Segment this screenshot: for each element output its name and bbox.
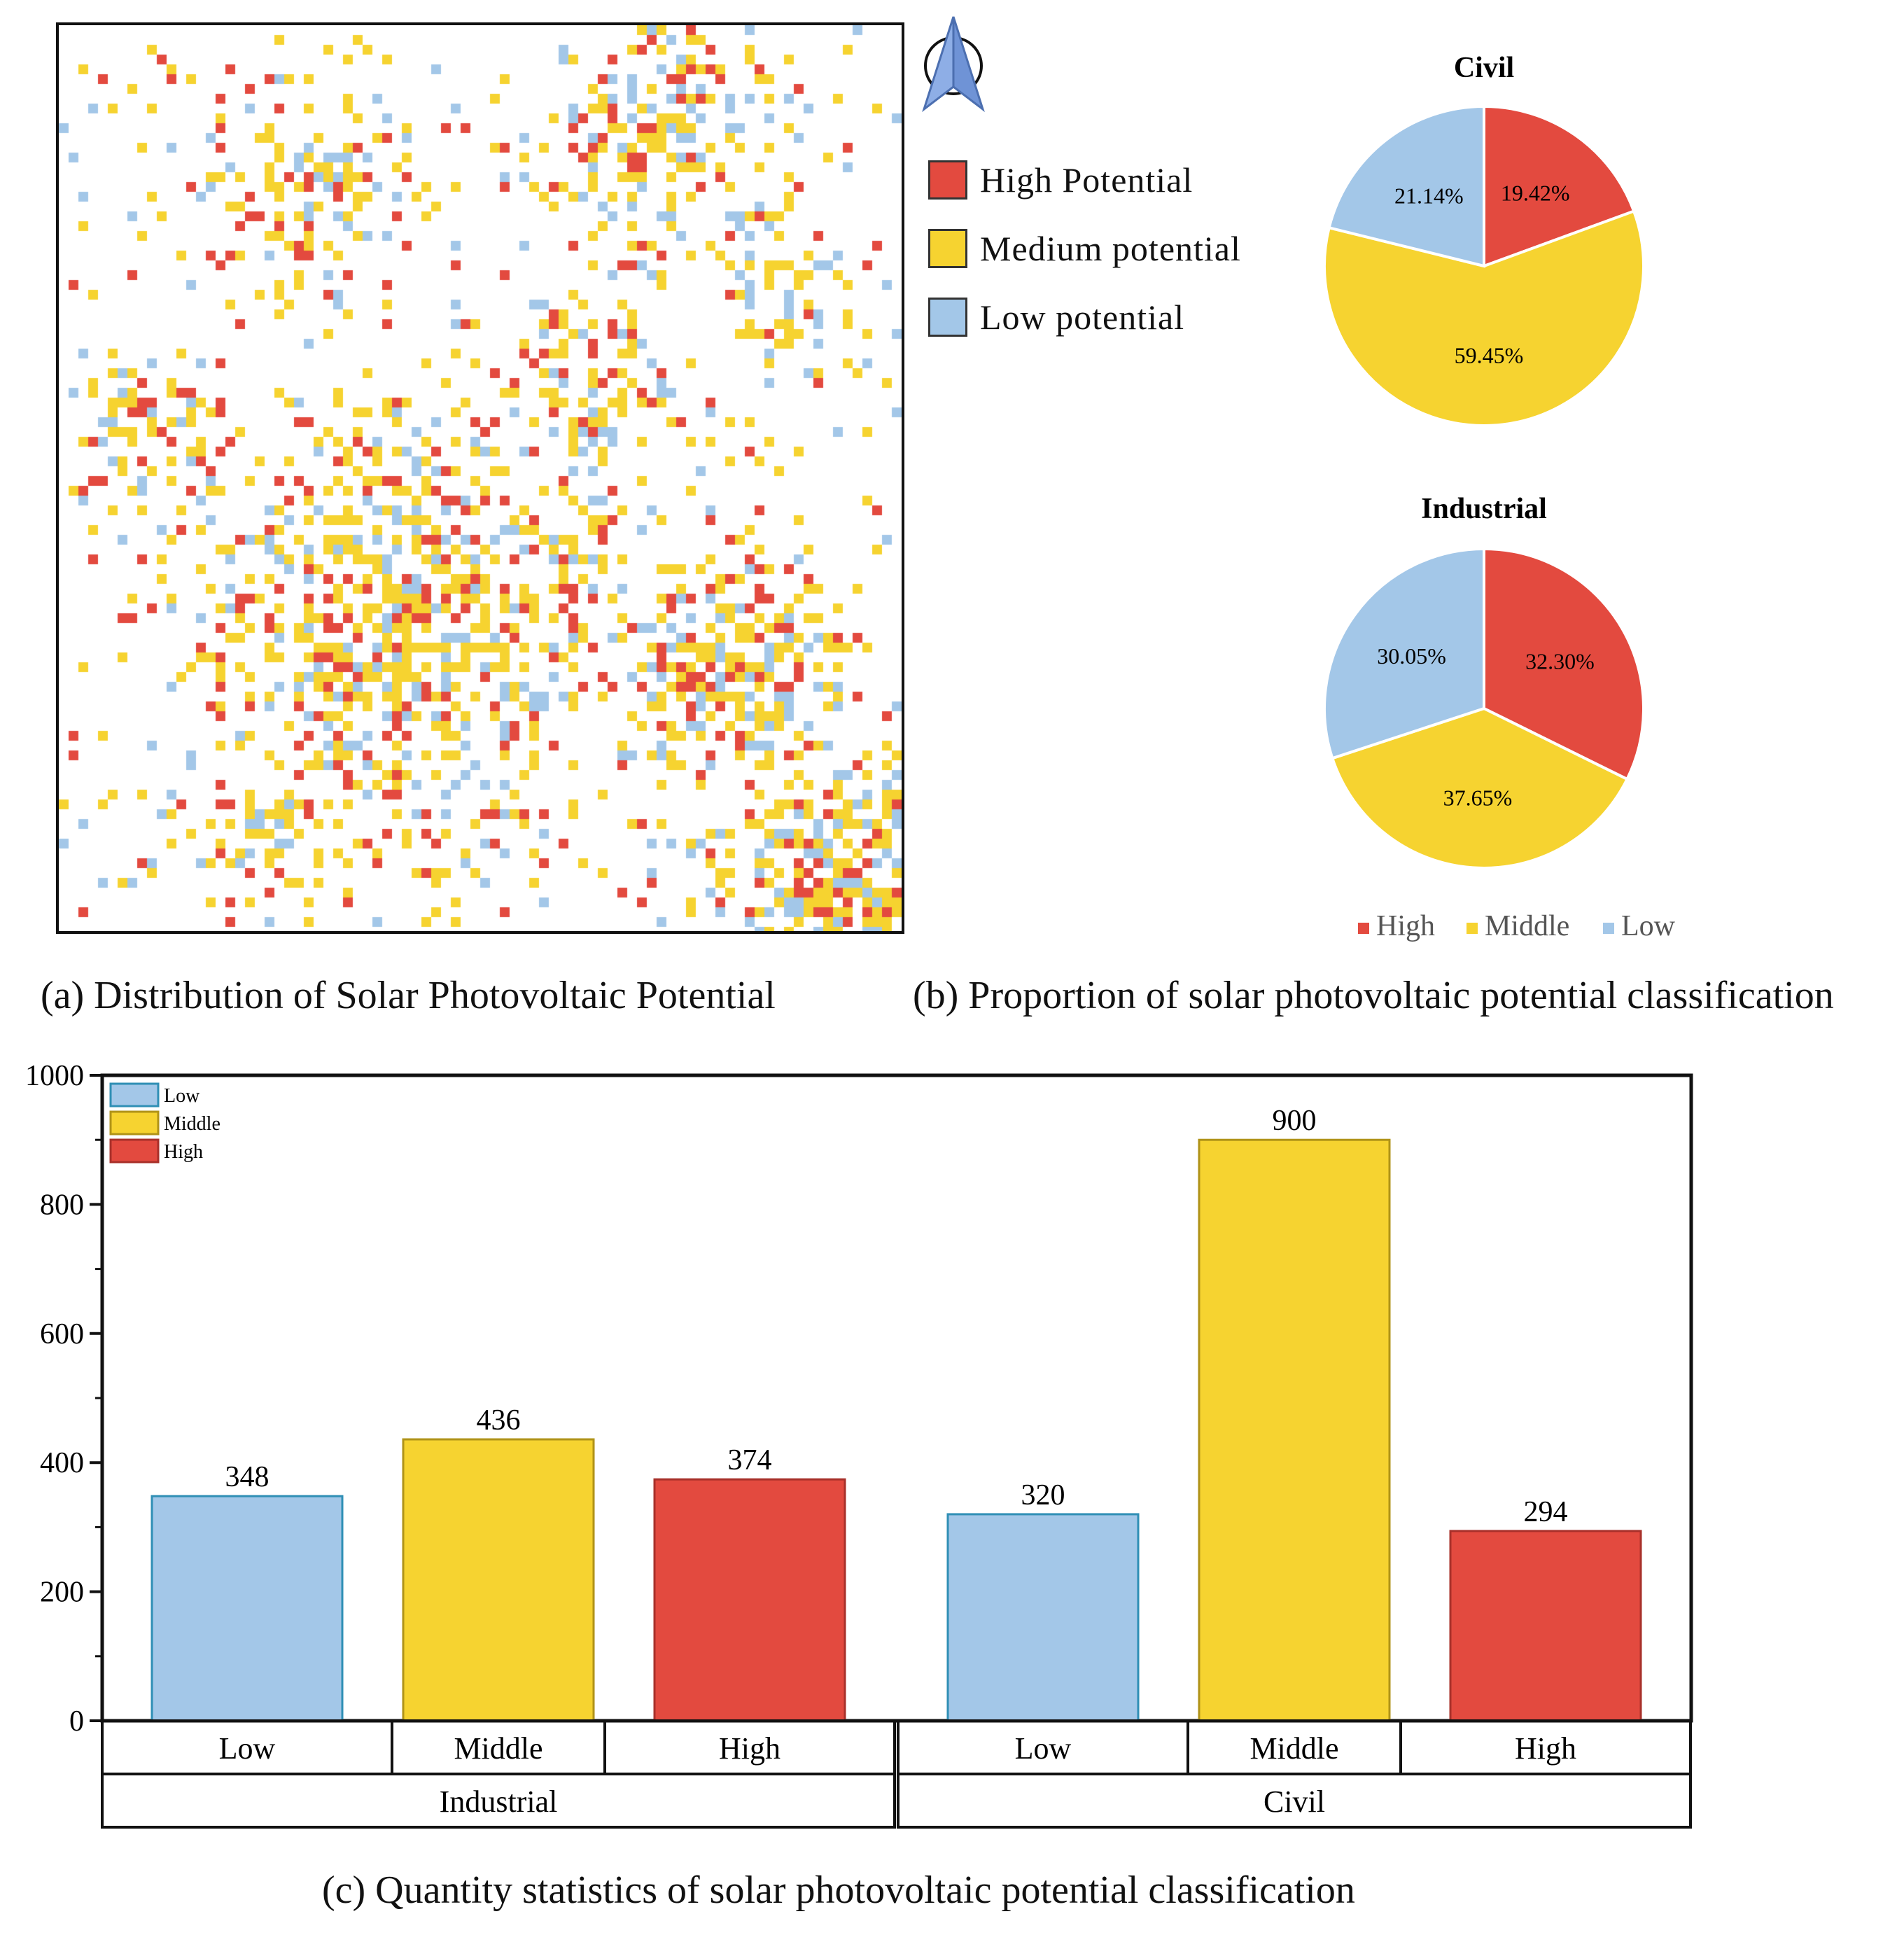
bar-civil-low bbox=[946, 1513, 1140, 1722]
group-cell bbox=[101, 1773, 896, 1829]
pie-charts: Civil 19.42% 59.45% 21.14% Industrial 32.30% 3… bbox=[1323, 52, 1676, 942]
pie-industrial: Industrial 32.30% 37.65% 30.05% bbox=[1323, 493, 1645, 869]
bar-civil-high bbox=[1449, 1530, 1642, 1722]
bar-legend-swatch bbox=[109, 1110, 160, 1136]
legend-label-medium: Medium potential bbox=[980, 229, 1241, 268]
pie-slice-label: 37.65% bbox=[1443, 785, 1513, 810]
pie-legend-swatch bbox=[1358, 923, 1369, 934]
bar-chart: 0 200 400 600 800 1000 348 Low 436 Middle 374 High I… bbox=[25, 1060, 1693, 1829]
medium-swatch bbox=[928, 229, 967, 268]
category-label: High bbox=[1515, 1731, 1576, 1766]
category-label: Middle bbox=[1250, 1731, 1338, 1766]
potential-map bbox=[56, 22, 904, 934]
pie-slice-low bbox=[1327, 104, 1485, 268]
bar-legend-label: Middle bbox=[164, 1113, 220, 1135]
bar-legend-swatch bbox=[109, 1082, 160, 1108]
pie-slice-label: 21.14% bbox=[1394, 183, 1464, 208]
group-label: Civil bbox=[1264, 1784, 1325, 1819]
bar-legend-label: Low bbox=[164, 1085, 200, 1107]
bar-group-civil: 320 Low 900 Middle 294 High Civil bbox=[897, 1105, 1692, 1829]
y-tick-label: 400 bbox=[40, 1447, 84, 1479]
category-label: Low bbox=[219, 1731, 276, 1766]
y-axis: 0 200 400 600 800 1000 bbox=[25, 1060, 102, 1738]
bar-value-label: 348 bbox=[225, 1461, 270, 1493]
pie-title: Civil bbox=[1454, 52, 1514, 84]
map-caption: (a) Distribution of Solar Photovoltaic P… bbox=[41, 974, 776, 1017]
category-label: High bbox=[719, 1731, 780, 1766]
pie-slice-label: 30.05% bbox=[1377, 643, 1446, 669]
high-swatch bbox=[928, 160, 967, 200]
pie-slice-label: 19.42% bbox=[1501, 180, 1570, 205]
category-label: Middle bbox=[454, 1731, 542, 1766]
bar-value-label: 374 bbox=[728, 1444, 772, 1476]
pie-slice-high bbox=[1483, 104, 1636, 268]
pie-title: Industrial bbox=[1421, 493, 1547, 525]
category-label: Low bbox=[1015, 1731, 1072, 1766]
bar-value-label: 320 bbox=[1021, 1479, 1065, 1511]
pie-slice-middle bbox=[1330, 706, 1630, 869]
map-legend-low: Low potential bbox=[928, 297, 1184, 337]
pie-slice-low bbox=[1323, 547, 1485, 760]
pie-caption: (b) Proportion of solar photovoltaic pot… bbox=[913, 974, 1834, 1017]
bar-legend-swatch bbox=[109, 1138, 160, 1164]
low-swatch bbox=[928, 298, 967, 337]
map-legend-medium: Medium potential bbox=[928, 228, 1241, 269]
pie-legend: High Middle Low bbox=[1358, 910, 1676, 942]
bar-industrial-high bbox=[653, 1478, 846, 1722]
pie-slice-high bbox=[1483, 547, 1645, 781]
y-tick-label: 600 bbox=[40, 1318, 84, 1350]
legend-label-low: Low potential bbox=[980, 298, 1185, 337]
bar-legend: Low Middle High bbox=[109, 1082, 220, 1164]
pie-slice-label: 59.45% bbox=[1455, 342, 1524, 368]
legend-label-high: High Potential bbox=[980, 160, 1194, 200]
bar-value-label: 900 bbox=[1273, 1105, 1317, 1137]
pie-slice-label: 32.30% bbox=[1525, 649, 1595, 674]
pie-legend-label: Middle bbox=[1485, 910, 1569, 942]
y-tick-label: 800 bbox=[40, 1189, 84, 1221]
bar-caption: (c) Quantity statistics of solar photovo… bbox=[322, 1868, 1355, 1912]
bar-group-industrial: 348 Low 436 Middle 374 High Industrial bbox=[101, 1404, 896, 1829]
y-tick-label: 0 bbox=[69, 1705, 84, 1738]
bar-industrial-low bbox=[150, 1495, 344, 1722]
pie-legend-label: Low bbox=[1621, 910, 1676, 942]
bar-industrial-middle bbox=[402, 1438, 595, 1722]
group-cell bbox=[897, 1773, 1692, 1829]
pie-legend-label: High bbox=[1376, 910, 1435, 942]
bar-value-label: 436 bbox=[477, 1404, 521, 1437]
pie-slice-middle bbox=[1323, 209, 1645, 427]
pie-legend-swatch bbox=[1603, 923, 1614, 934]
pie-legend-swatch bbox=[1466, 923, 1478, 934]
y-tick-label: 200 bbox=[40, 1577, 84, 1609]
north-arrow-icon bbox=[922, 16, 985, 113]
bar-civil-middle bbox=[1198, 1138, 1391, 1722]
pie-civil: Civil 19.42% 59.45% 21.14% bbox=[1323, 52, 1645, 427]
y-tick-label: 1000 bbox=[25, 1060, 84, 1092]
potential-map-raster bbox=[59, 25, 902, 931]
group-label: Industrial bbox=[440, 1784, 558, 1819]
map-legend-high: High Potential bbox=[928, 160, 1193, 200]
bar-legend-label: High bbox=[164, 1141, 203, 1163]
bar-value-label: 294 bbox=[1524, 1496, 1568, 1528]
